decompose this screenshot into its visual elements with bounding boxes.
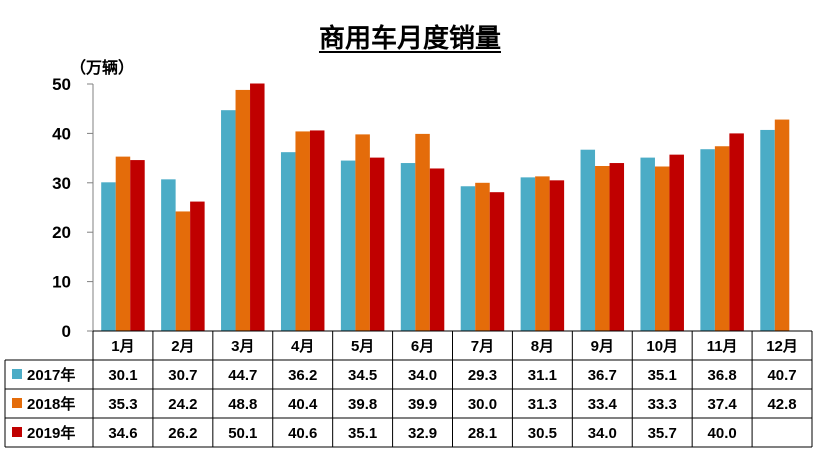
data-label: 37.4 xyxy=(708,396,738,413)
category-label: 5月 xyxy=(351,338,374,355)
data-label: 40.0 xyxy=(708,425,737,442)
data-label: 44.7 xyxy=(228,367,257,384)
category-label: 2月 xyxy=(171,338,194,355)
bar xyxy=(714,146,730,331)
category-label: 4月 xyxy=(291,338,314,355)
bar xyxy=(460,186,476,331)
data-label: 40.6 xyxy=(288,425,317,442)
data-label: 30.1 xyxy=(108,367,137,384)
data-label: 32.9 xyxy=(408,425,437,442)
y-tick-label: 40 xyxy=(52,124,71,143)
data-label: 33.4 xyxy=(588,396,618,413)
data-label: 35.1 xyxy=(648,367,677,384)
bar xyxy=(489,192,505,331)
bar xyxy=(580,149,596,331)
bar xyxy=(415,133,430,331)
bar xyxy=(369,157,385,331)
bar xyxy=(101,182,116,331)
data-label: 35.1 xyxy=(348,425,377,442)
data-label: 30.5 xyxy=(528,425,557,442)
category-label: 12月 xyxy=(766,338,798,355)
category-label: 8月 xyxy=(531,338,554,355)
bar xyxy=(175,211,191,331)
bar xyxy=(161,179,176,331)
category-label: 3月 xyxy=(231,338,254,355)
bar xyxy=(280,152,296,331)
bar xyxy=(250,83,265,331)
data-label: 36.2 xyxy=(288,367,317,384)
bar xyxy=(609,163,625,331)
bar xyxy=(400,163,416,331)
data-label: 29.3 xyxy=(468,367,497,384)
legend-label: 2019年 xyxy=(27,424,75,442)
bar xyxy=(669,154,684,331)
bar xyxy=(221,110,236,331)
category-label: 6月 xyxy=(411,338,434,355)
bar xyxy=(535,176,550,331)
data-label: 24.2 xyxy=(168,396,197,413)
data-label: 42.8 xyxy=(767,396,796,413)
data-label: 40.7 xyxy=(767,367,796,384)
bar xyxy=(295,131,310,331)
legend-label: 2018年 xyxy=(27,395,75,413)
legend-label: 2017年 xyxy=(27,366,75,384)
data-label: 28.1 xyxy=(468,425,497,442)
data-label: 34.0 xyxy=(588,425,617,442)
data-label: 26.2 xyxy=(168,425,197,442)
bar xyxy=(549,180,565,331)
category-label: 1月 xyxy=(111,338,134,355)
bar xyxy=(774,119,790,332)
data-label: 34.0 xyxy=(408,367,437,384)
y-tick-label: 30 xyxy=(52,174,71,193)
bar xyxy=(130,160,145,331)
y-tick-label: 20 xyxy=(52,223,71,242)
y-tick-label: 50 xyxy=(52,75,71,94)
bar xyxy=(309,130,325,331)
y-axis-unit: （万辆） xyxy=(70,60,135,77)
data-label: 50.1 xyxy=(228,425,257,442)
bar xyxy=(355,134,370,331)
data-label: 30.0 xyxy=(468,396,497,413)
category-label: 10月 xyxy=(646,338,678,355)
bar xyxy=(475,182,490,331)
data-label: 34.6 xyxy=(108,425,137,442)
data-label: 36.8 xyxy=(708,367,737,384)
legend-swatch xyxy=(12,427,22,437)
data-label: 30.7 xyxy=(168,367,197,384)
category-label: 9月 xyxy=(591,338,614,355)
bar xyxy=(595,166,610,331)
data-label: 40.4 xyxy=(288,396,318,413)
data-label: 31.3 xyxy=(528,396,557,413)
bar xyxy=(235,89,251,331)
category-label: 11月 xyxy=(707,338,738,355)
bar xyxy=(429,168,445,331)
data-label: 35.3 xyxy=(108,396,137,413)
bar xyxy=(700,149,715,331)
bar xyxy=(115,156,131,331)
bar xyxy=(760,129,775,331)
category-label: 7月 xyxy=(471,338,494,355)
bar xyxy=(190,201,205,331)
data-label: 39.9 xyxy=(408,396,437,413)
bar xyxy=(654,166,670,331)
bar xyxy=(640,157,655,331)
data-label: 33.3 xyxy=(648,396,677,413)
data-label: 34.5 xyxy=(348,367,377,384)
bar xyxy=(340,160,356,331)
legend-swatch xyxy=(12,398,22,408)
bar xyxy=(520,177,536,331)
data-label: 31.1 xyxy=(528,367,557,384)
y-tick-label: 0 xyxy=(62,322,71,341)
legend-swatch xyxy=(12,369,22,379)
bar xyxy=(729,133,744,331)
data-label: 48.8 xyxy=(228,396,257,413)
chart-title: 商用车月度销量 xyxy=(318,23,501,53)
data-label: 36.7 xyxy=(588,367,617,384)
data-label: 35.7 xyxy=(648,425,677,442)
data-label: 39.8 xyxy=(348,396,377,413)
y-tick-label: 10 xyxy=(52,273,71,292)
